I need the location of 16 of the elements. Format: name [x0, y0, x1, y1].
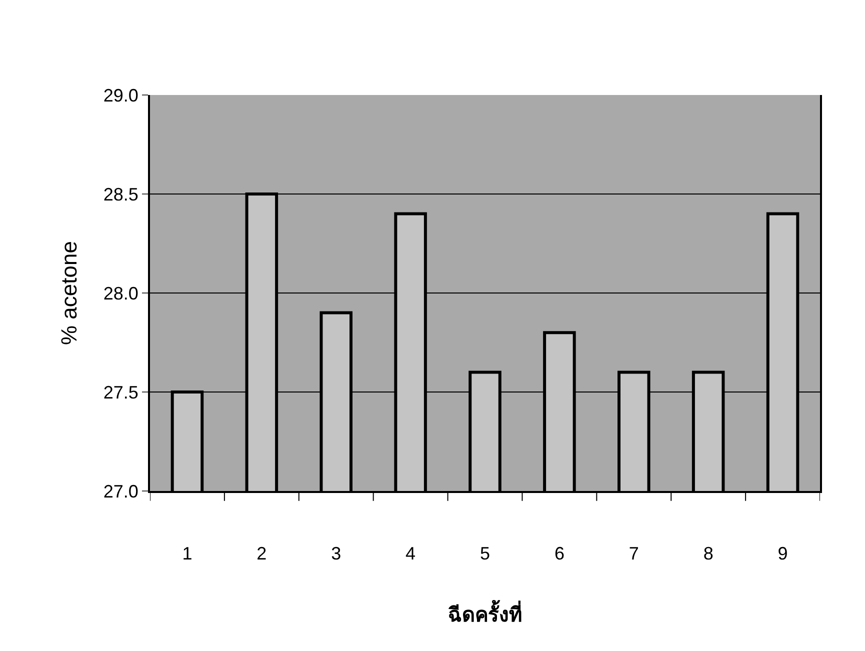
y-tick-label: 28.5 — [103, 184, 138, 204]
x-tick-label: 5 — [480, 544, 490, 564]
x-axis-title: ฉีดครั้งที่ — [448, 600, 522, 627]
x-tick-label: 6 — [554, 544, 564, 564]
x-tick-label: 2 — [256, 544, 267, 564]
y-tick-label: 27.0 — [103, 481, 138, 502]
y-axis-title: % acetone — [56, 241, 82, 345]
y-tick-label: 27.5 — [103, 382, 138, 402]
y-tick-label: 28.0 — [103, 283, 138, 304]
x-tick-label: 3 — [331, 544, 342, 564]
y-tick-label: 29.0 — [103, 85, 138, 106]
x-tick-label: 7 — [628, 544, 639, 564]
x-tick-label: 4 — [406, 544, 416, 564]
x-tick-label: 1 — [182, 544, 192, 564]
x-tick-label: 8 — [703, 544, 714, 564]
x-tick-label: 9 — [778, 544, 788, 564]
